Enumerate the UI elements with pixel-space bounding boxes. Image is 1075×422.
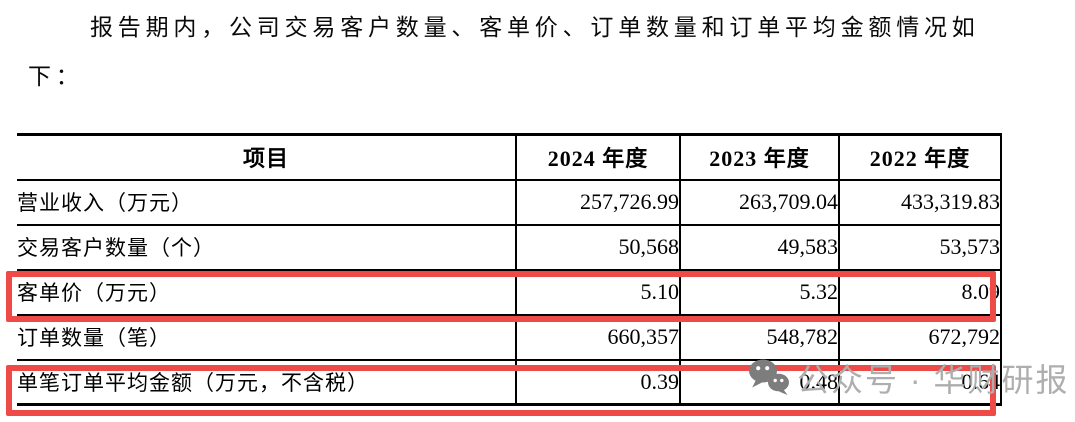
cell-value: 0.64 <box>838 358 1002 406</box>
intro-line-2: 下： <box>28 64 84 89</box>
row-label: 单笔订单平均金额（万元，不含税） <box>17 358 517 406</box>
intro-line-1: 报告期内，公司交易客户数量、客单价、订单数量和订单平均金额情况如 <box>90 15 980 40</box>
table-row: 交易客户数量（个） 50,568 49,583 53,573 <box>17 223 1002 271</box>
row-label: 订单数量（笔） <box>17 313 517 361</box>
header-2022: 2022 年度 <box>838 133 1002 181</box>
row-label: 客单价（万元） <box>17 268 517 316</box>
cell-value: 53,573 <box>838 223 1002 271</box>
cell-value: 257,726.99 <box>515 178 681 226</box>
table-body: 营业收入（万元） 257,726.99 263,709.04 433,319.83 交易… <box>17 178 1002 406</box>
cell-value: 433,319.83 <box>838 178 1002 226</box>
cell-value: 49,583 <box>679 223 840 271</box>
cell-value: 50,568 <box>515 223 681 271</box>
intro-paragraph: 报告期内，公司交易客户数量、客单价、订单数量和订单平均金额情况如 下： <box>28 3 1018 101</box>
cell-value: 5.10 <box>515 268 681 316</box>
cell-value: 672,792 <box>838 313 1002 361</box>
cell-value: 548,782 <box>679 313 840 361</box>
cell-value: 8.09 <box>838 268 1002 316</box>
table-row: 单笔订单平均金额（万元，不含税） 0.39 0.48 0.64 <box>17 358 1002 406</box>
table-row: 客单价（万元） 5.10 5.32 8.09 <box>17 268 1002 316</box>
row-label: 营业收入（万元） <box>17 178 517 226</box>
header-item: 项目 <box>17 133 517 181</box>
table-row: 营业收入（万元） 257,726.99 263,709.04 433,319.83 <box>17 178 1002 226</box>
cell-value: 263,709.04 <box>679 178 840 226</box>
cell-value: 5.32 <box>679 268 840 316</box>
row-label: 交易客户数量（个） <box>17 223 517 271</box>
metrics-table: 项目 2024 年度 2023 年度 2022 年度 营业收入（万元） 257,7… <box>17 133 1002 406</box>
cell-value: 0.39 <box>515 358 681 406</box>
header-2023: 2023 年度 <box>679 133 840 181</box>
cell-value: 660,357 <box>515 313 681 361</box>
table-header-row: 项目 2024 年度 2023 年度 2022 年度 <box>17 133 1002 181</box>
table-row: 订单数量（笔） 660,357 548,782 672,792 <box>17 313 1002 361</box>
header-2024: 2024 年度 <box>515 133 681 181</box>
cell-value: 0.48 <box>679 358 840 406</box>
